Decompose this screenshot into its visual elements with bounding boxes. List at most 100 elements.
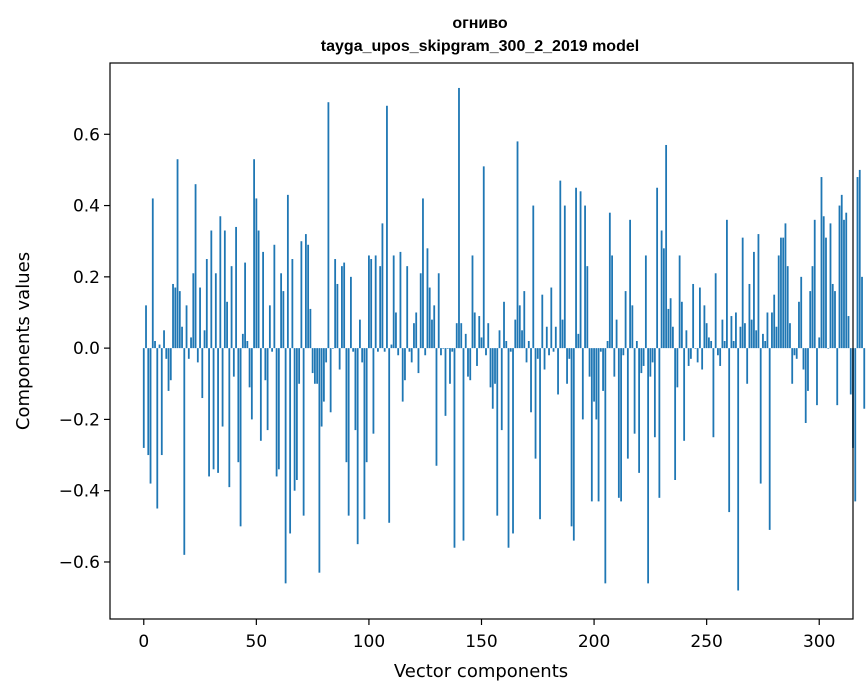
bar-96 [359,319,361,349]
bar-5 [154,341,156,349]
bar-25 [199,287,201,349]
bar-278 [768,348,771,530]
bar-222 [642,348,645,366]
bar-42 [237,348,240,463]
bar-298 [813,219,816,349]
bar-179 [545,326,548,349]
y-tick-label: −0.6 [59,553,100,573]
bar-294 [804,348,807,423]
bar-93 [352,348,355,352]
bar-210 [615,319,618,349]
bar-111 [392,255,395,349]
bar-249 [703,305,706,349]
bar-63 [284,348,287,584]
bar-121 [415,312,418,349]
bar-77 [316,348,319,384]
bar-76 [313,348,316,384]
bar-213 [622,348,625,356]
bar-188 [566,348,568,384]
bar-127 [428,287,431,349]
bar-120 [413,323,415,349]
bar-50 [255,198,258,349]
bar-98 [363,348,366,520]
bar-40 [232,348,235,377]
bar-137 [451,348,454,352]
bar-313 [847,316,850,349]
bar-133 [442,348,445,349]
bar-191 [572,348,575,541]
bar-267 [744,323,746,349]
bar-60 [277,348,280,470]
bar-199 [590,348,593,502]
bar-139 [455,323,458,349]
bar-282 [777,255,780,349]
bar-316 [854,348,857,502]
x-tick-label: 150 [465,632,497,652]
bar-208 [611,255,613,349]
x-tick-label: 0 [138,632,149,652]
x-tick-label: 100 [353,632,385,652]
bar-270 [750,319,753,349]
bar-247 [699,287,701,349]
bar-310 [840,194,843,349]
bar-240 [683,348,686,441]
bar-258 [723,341,726,349]
bar-219 [635,341,638,349]
bar-319 [861,276,863,349]
bar-36 [223,230,226,349]
bar-47 [248,348,251,388]
bar-9 [163,330,165,349]
bar-223 [644,255,647,349]
bar-269 [748,283,751,349]
bar-165 [514,319,517,349]
bar-293 [802,348,805,370]
bar-151 [482,166,485,349]
x-tick-label: 300 [803,632,835,652]
bar-281 [775,326,778,349]
bar-160 [503,301,505,349]
x-tick-label: 50 [246,632,268,652]
bar-61 [280,273,283,349]
plot-frame [109,62,854,620]
bar-220 [638,348,641,473]
bar-254 [714,273,717,349]
bar-88 [341,266,343,349]
bar-51 [257,230,260,349]
bar-299 [816,348,818,406]
y-tick-label: 0.2 [73,268,100,288]
bar-200 [593,348,595,402]
bar-126 [426,248,429,349]
bar-66 [291,259,294,349]
bar-41 [235,226,237,349]
bar-231 [662,248,665,349]
bar-7 [158,344,161,349]
bar-302 [822,216,825,349]
bar-268 [746,348,749,384]
bar-157 [496,348,499,516]
bar-55 [266,348,269,431]
bar-106 [381,223,384,349]
bar-64 [286,194,289,349]
bar-225 [649,348,652,377]
bar-255 [717,348,719,356]
bar-226 [651,348,654,363]
bar-87 [338,348,341,370]
bar-275 [762,333,764,349]
bar-272 [755,330,758,349]
bar-318 [858,169,861,349]
bar-11 [167,348,170,391]
bar-205 [604,348,607,584]
bar-164 [512,348,514,534]
bar-216 [629,219,631,349]
bar-15 [176,159,179,349]
y-tick-label: 0.0 [73,339,100,359]
bar-147 [473,312,476,349]
bar-69 [298,348,301,384]
bar-283 [780,237,782,349]
bar-49 [253,159,255,349]
bar-21 [190,337,192,349]
bar-195 [581,348,584,420]
bar-308 [836,348,839,406]
bar-35 [221,348,224,427]
bar-187 [563,205,566,349]
